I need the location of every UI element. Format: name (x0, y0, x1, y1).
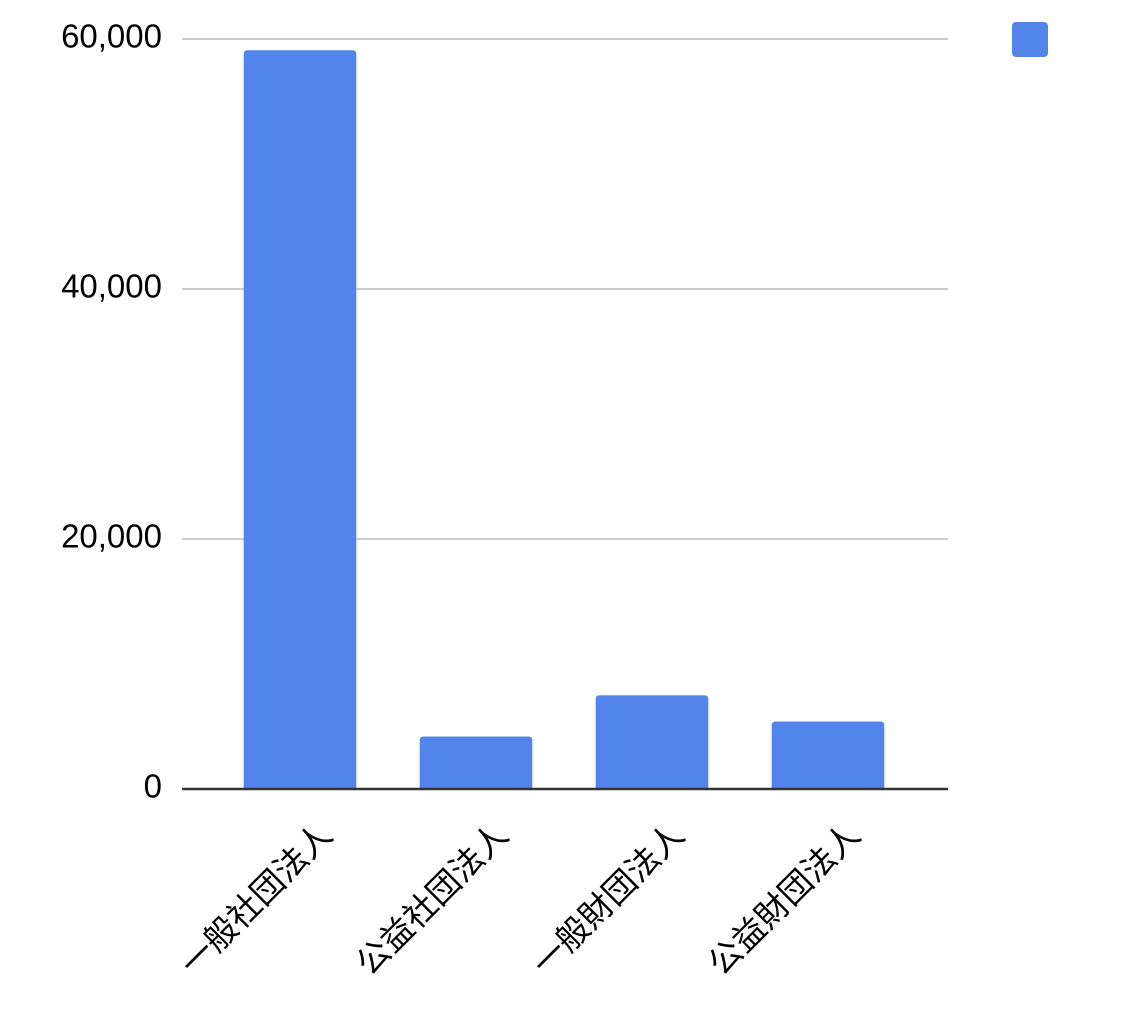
y-tick-label: 40,000 (61, 268, 162, 305)
legend-swatch (1012, 22, 1048, 57)
bar (419, 736, 533, 789)
bar (595, 695, 709, 789)
x-tick-label: 一般社団法人 (173, 816, 339, 982)
y-tick-label: 20,000 (61, 518, 162, 555)
y-tick-label: 0 (144, 768, 162, 805)
y-tick-label: 60,000 (61, 18, 162, 55)
x-tick-label: 公益社団法人 (349, 816, 515, 982)
bar (771, 721, 885, 789)
x-tick-label: 公益財団法人 (701, 816, 867, 982)
bar (243, 50, 357, 789)
x-tick-label: 一般財団法人 (525, 816, 691, 982)
